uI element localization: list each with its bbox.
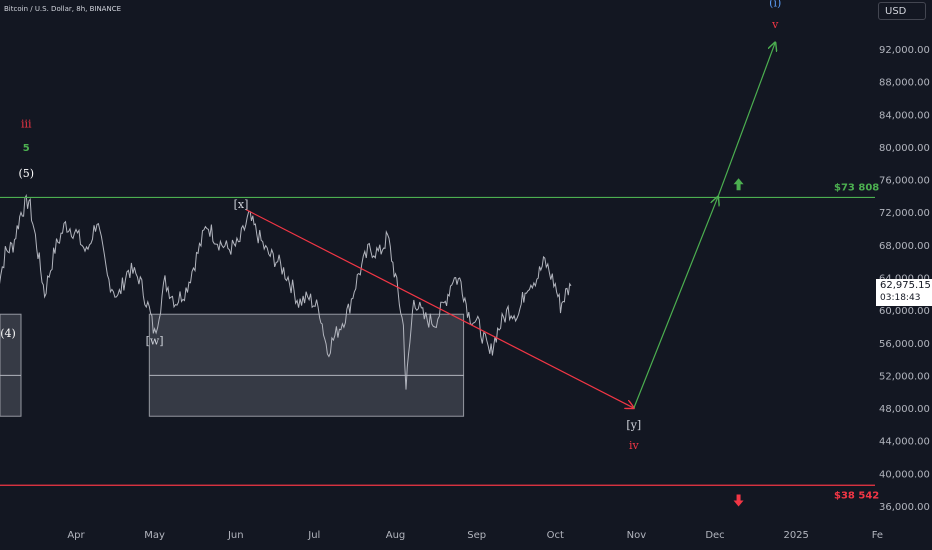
direction-arrows (733, 178, 744, 507)
wave-label-w: [w] (146, 334, 164, 347)
price-series (0, 193, 572, 390)
resistance-level-label: $73 808 (834, 182, 879, 193)
y-tick-label: 44,000.00 (879, 437, 930, 448)
x-tick-label: Fe (872, 530, 883, 541)
x-tick-label: Jul (307, 530, 320, 541)
x-tick-label: Jun (227, 530, 244, 541)
wave-label-5-paren: (5) (18, 167, 34, 180)
x-tick-label: Dec (705, 530, 724, 541)
wave-label-iv: iv (629, 439, 640, 452)
wave-projections (245, 42, 775, 409)
x-tick-label: Aug (386, 530, 406, 541)
y-tick-label: 84,000.00 (879, 110, 930, 121)
currency-selector-button[interactable]: USD (878, 2, 926, 20)
wave-v-projection-leg1 (633, 197, 718, 409)
range-box (0, 313, 22, 417)
x-tick-label: May (144, 530, 165, 541)
y-tick-label: 52,000.00 (879, 371, 930, 382)
wave-label-5: 5 (23, 143, 30, 154)
y-tick-label: 76,000.00 (879, 176, 930, 187)
wave-label-i-paren: (i) (769, 0, 781, 10)
wave-label-v: v (771, 18, 779, 31)
y-tick-label: 80,000.00 (879, 143, 930, 154)
y-tick-label: 56,000.00 (879, 339, 930, 350)
y-tick-label: 68,000.00 (879, 241, 930, 252)
bar-countdown: 03:18:43 (880, 293, 921, 303)
wave-y-projection (245, 209, 634, 408)
level-lines (0, 196, 875, 486)
chart-title: Bitcoin / U.S. Dollar, 8h, BINANCE (4, 5, 121, 13)
y-tick-label: 40,000.00 (879, 469, 930, 480)
wave-labels: iii 5 (5) (4) [w] [x] [y] iv (i) v (0, 0, 781, 452)
y-tick-label: 72,000.00 (879, 208, 930, 219)
price-line (0, 193, 572, 390)
last-price-value: 62,975.15 (880, 280, 931, 291)
wave-label-x: [x] (234, 198, 249, 211)
up-arrow-icon (733, 178, 744, 191)
wave-v-projection-leg2 (717, 42, 775, 197)
y-tick-label: 92,000.00 (879, 45, 930, 56)
range-box (148, 313, 465, 417)
last-price-tag: 62,975.15 03:18:43 (876, 279, 932, 306)
y-tick-label: 60,000.00 (879, 306, 930, 317)
y-tick-label: 88,000.00 (879, 78, 930, 89)
wave-label-iii: iii (21, 117, 32, 130)
y-tick-label: 36,000.00 (879, 502, 930, 513)
y-tick-label: 48,000.00 (879, 404, 930, 415)
x-tick-label: Nov (627, 530, 647, 541)
x-tick-label: Sep (467, 530, 486, 541)
x-tick-label: Apr (67, 530, 85, 541)
wave-label-4-paren: (4) (0, 327, 16, 340)
time-axis[interactable]: Apr May Jun Jul Aug Sep Oct Nov Dec 2025 Fe (67, 530, 883, 541)
down-arrow-icon (733, 494, 744, 507)
support-level-label: $38 542 (834, 490, 879, 501)
x-tick-label: 2025 (783, 530, 808, 541)
x-tick-label: Oct (547, 530, 564, 541)
wave-label-y: [y] (626, 418, 641, 431)
